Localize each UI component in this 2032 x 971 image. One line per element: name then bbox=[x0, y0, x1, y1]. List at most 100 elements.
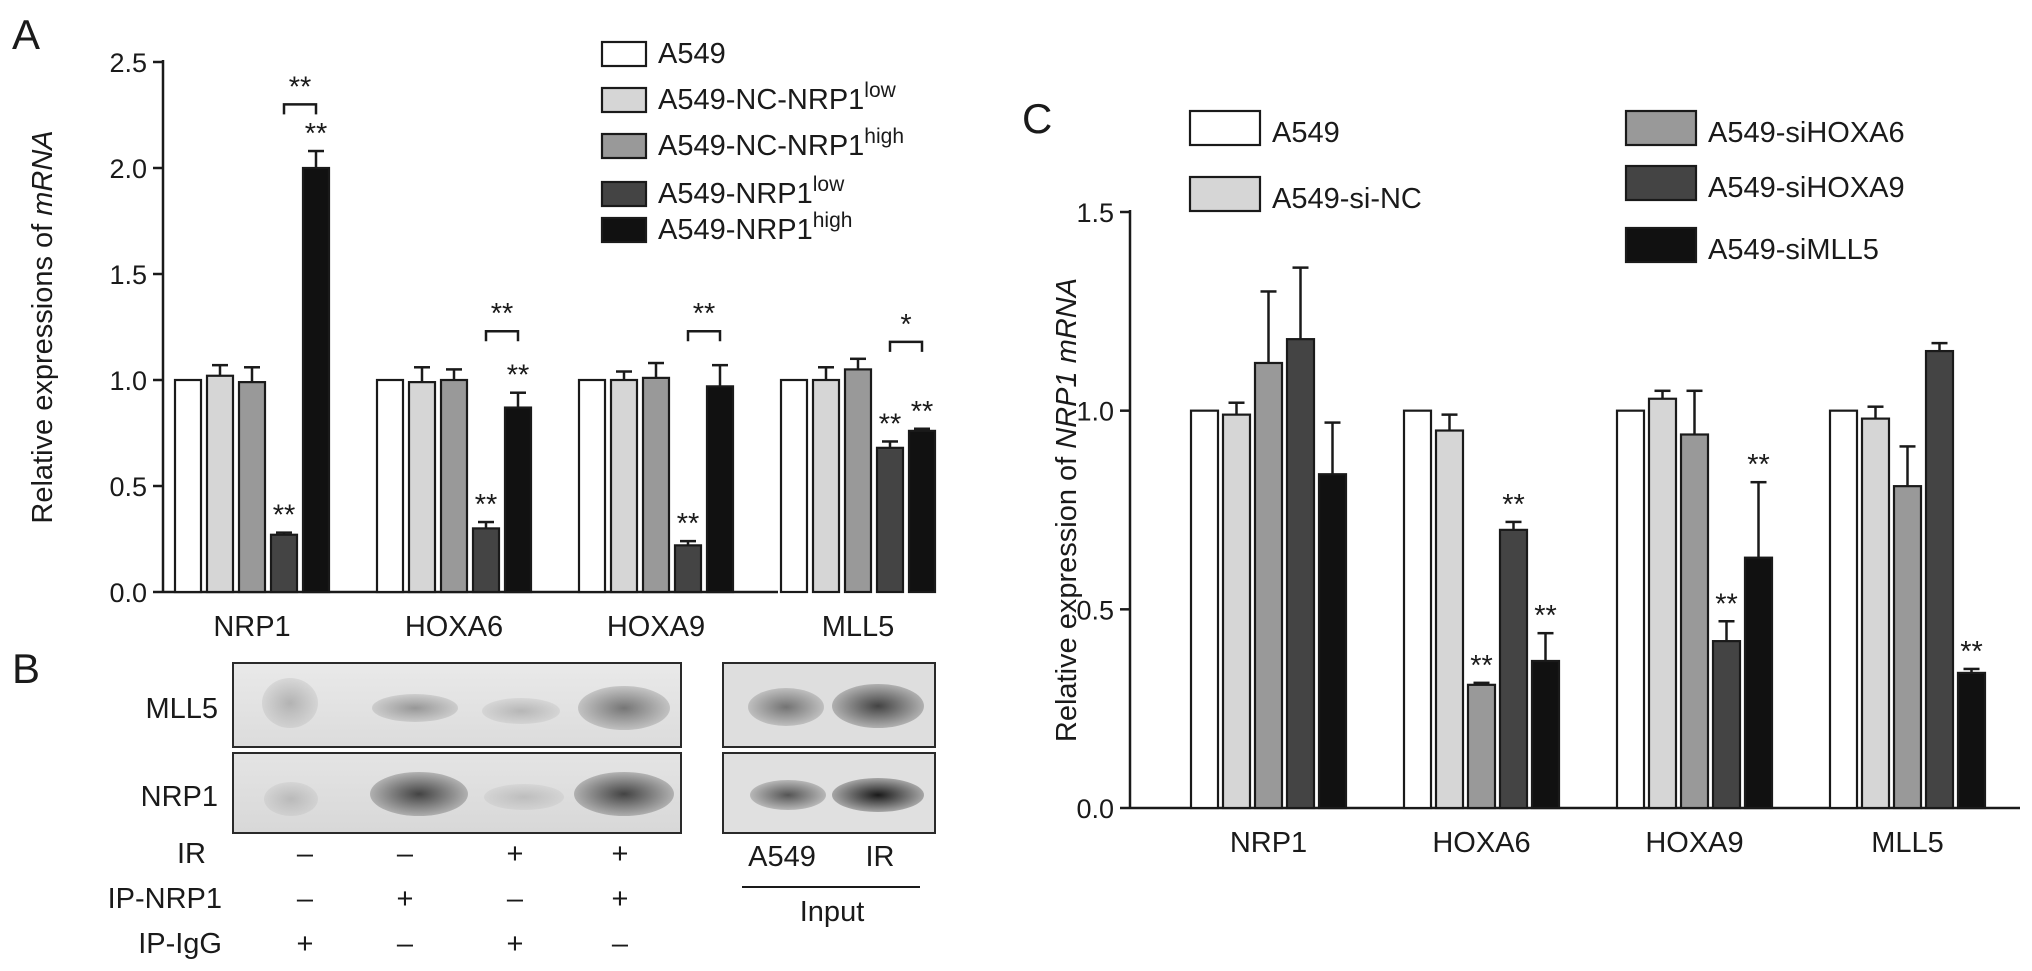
y-tick-label: 2.5 bbox=[109, 48, 147, 78]
bar bbox=[237, 381, 267, 594]
bar bbox=[205, 374, 235, 594]
y-axis-label-text: Relative expression of bbox=[1051, 449, 1083, 742]
bar bbox=[907, 429, 937, 594]
legend-swatch bbox=[1188, 109, 1262, 147]
y-axis-label-italic: NRP1 mRNA bbox=[1051, 278, 1083, 449]
legend-swatch bbox=[1624, 109, 1698, 147]
condition-sign: + bbox=[506, 928, 524, 960]
legend-label: A549-siMLL5 bbox=[1708, 234, 1879, 266]
legend-label-text: A549-NC-NRP1 bbox=[658, 84, 864, 116]
bar bbox=[1711, 640, 1742, 810]
legend-label-text: A549-NRP1 bbox=[658, 214, 813, 246]
bar bbox=[1647, 397, 1678, 810]
significance-star: ** bbox=[1534, 600, 1557, 632]
bar bbox=[471, 527, 501, 594]
input-lane-label-a549: A549 bbox=[748, 841, 816, 873]
legend-label-superscript: high bbox=[813, 209, 853, 232]
bar bbox=[1285, 338, 1316, 810]
bar bbox=[1434, 429, 1465, 810]
x-tick-label: MLL5 bbox=[1871, 827, 1944, 859]
legend-swatch bbox=[1188, 175, 1262, 213]
y-tick-label: 2.0 bbox=[109, 154, 147, 184]
condition-sign: – bbox=[396, 838, 414, 870]
blot-band bbox=[832, 684, 924, 728]
bar bbox=[439, 378, 469, 594]
blot-band bbox=[578, 686, 670, 730]
bar bbox=[705, 385, 735, 594]
condition-sign: + bbox=[611, 883, 629, 915]
legend-label-text: A549-siHOXA6 bbox=[1708, 117, 1905, 149]
y-tick-label: 0.5 bbox=[109, 472, 147, 502]
panel-letter-c: C bbox=[1022, 95, 1053, 142]
ip-blot-mll5 bbox=[232, 662, 682, 748]
legend-label: A549-NRP1high bbox=[658, 209, 852, 246]
blot-row-label-nrp1: NRP1 bbox=[140, 781, 218, 813]
ip-blot-nrp1 bbox=[232, 752, 682, 834]
bar bbox=[811, 378, 841, 594]
input-underline bbox=[742, 886, 920, 888]
bar bbox=[301, 166, 331, 594]
bar bbox=[1828, 409, 1859, 810]
blot-band bbox=[484, 784, 564, 810]
legend-swatch bbox=[600, 40, 648, 68]
legend-label-text: A549-siHOXA9 bbox=[1708, 172, 1905, 204]
bar bbox=[1956, 671, 1987, 810]
panel-letter-a: A bbox=[12, 11, 41, 58]
legend-swatch bbox=[1624, 164, 1698, 202]
blot-band bbox=[264, 782, 318, 816]
condition-sign: + bbox=[396, 883, 414, 915]
legend-label-text: A549-si-NC bbox=[1272, 183, 1422, 215]
x-tick-label: MLL5 bbox=[822, 611, 895, 643]
input-blot-mll5 bbox=[722, 662, 936, 748]
significance-star: ** bbox=[911, 396, 934, 428]
bar bbox=[1530, 659, 1561, 810]
bar bbox=[1317, 473, 1348, 810]
significance-bracket-label: * bbox=[900, 309, 911, 341]
significance-star: ** bbox=[305, 118, 328, 150]
significance-bracket-label: ** bbox=[693, 298, 716, 330]
bar bbox=[843, 368, 873, 594]
blot-band bbox=[482, 698, 560, 724]
bar bbox=[269, 533, 299, 594]
y-axis-label: Relative expressions of mRNA bbox=[27, 130, 59, 523]
bar bbox=[609, 378, 639, 594]
legend-label: A549 bbox=[1272, 117, 1340, 149]
input-lane-label-ir: IR bbox=[865, 841, 895, 873]
legend-swatch bbox=[1624, 226, 1698, 264]
legend-label-text: A549 bbox=[658, 38, 726, 70]
condition-sign: – bbox=[506, 883, 524, 915]
blot-band bbox=[750, 780, 826, 810]
significance-bracket-label: ** bbox=[289, 71, 312, 103]
blot-band bbox=[748, 688, 824, 726]
condition-sign: + bbox=[296, 928, 314, 960]
bar bbox=[1402, 409, 1433, 810]
legend-swatch bbox=[600, 180, 648, 208]
x-tick-label: HOXA6 bbox=[1432, 827, 1530, 859]
bar bbox=[375, 378, 405, 594]
bar bbox=[1679, 433, 1710, 810]
significance-star: ** bbox=[1747, 449, 1770, 481]
bar bbox=[1466, 683, 1497, 810]
condition-sign: + bbox=[506, 838, 524, 870]
bar bbox=[407, 381, 437, 594]
y-axis-label-italic: mRNA bbox=[27, 130, 59, 215]
legend-label-text: A549-NC-NRP1 bbox=[658, 130, 864, 162]
bar bbox=[1615, 409, 1646, 810]
significance-star: ** bbox=[879, 408, 902, 440]
significance-star: ** bbox=[1502, 489, 1525, 521]
legend-swatch bbox=[600, 216, 648, 244]
x-tick-label: NRP1 bbox=[1230, 827, 1307, 859]
blot-band bbox=[832, 778, 924, 812]
bar bbox=[1924, 349, 1955, 810]
y-tick-label: 0.5 bbox=[1076, 595, 1114, 625]
legend-label-text: A549-siMLL5 bbox=[1708, 234, 1879, 266]
blot-band bbox=[372, 694, 458, 722]
bar bbox=[779, 378, 809, 594]
significance-star: ** bbox=[677, 508, 700, 540]
bar bbox=[673, 544, 703, 594]
y-tick-label: 1.5 bbox=[1076, 198, 1114, 228]
significance-star: ** bbox=[273, 500, 296, 532]
legend-label-superscript: high bbox=[864, 125, 904, 148]
x-tick-label: HOXA6 bbox=[405, 611, 503, 643]
